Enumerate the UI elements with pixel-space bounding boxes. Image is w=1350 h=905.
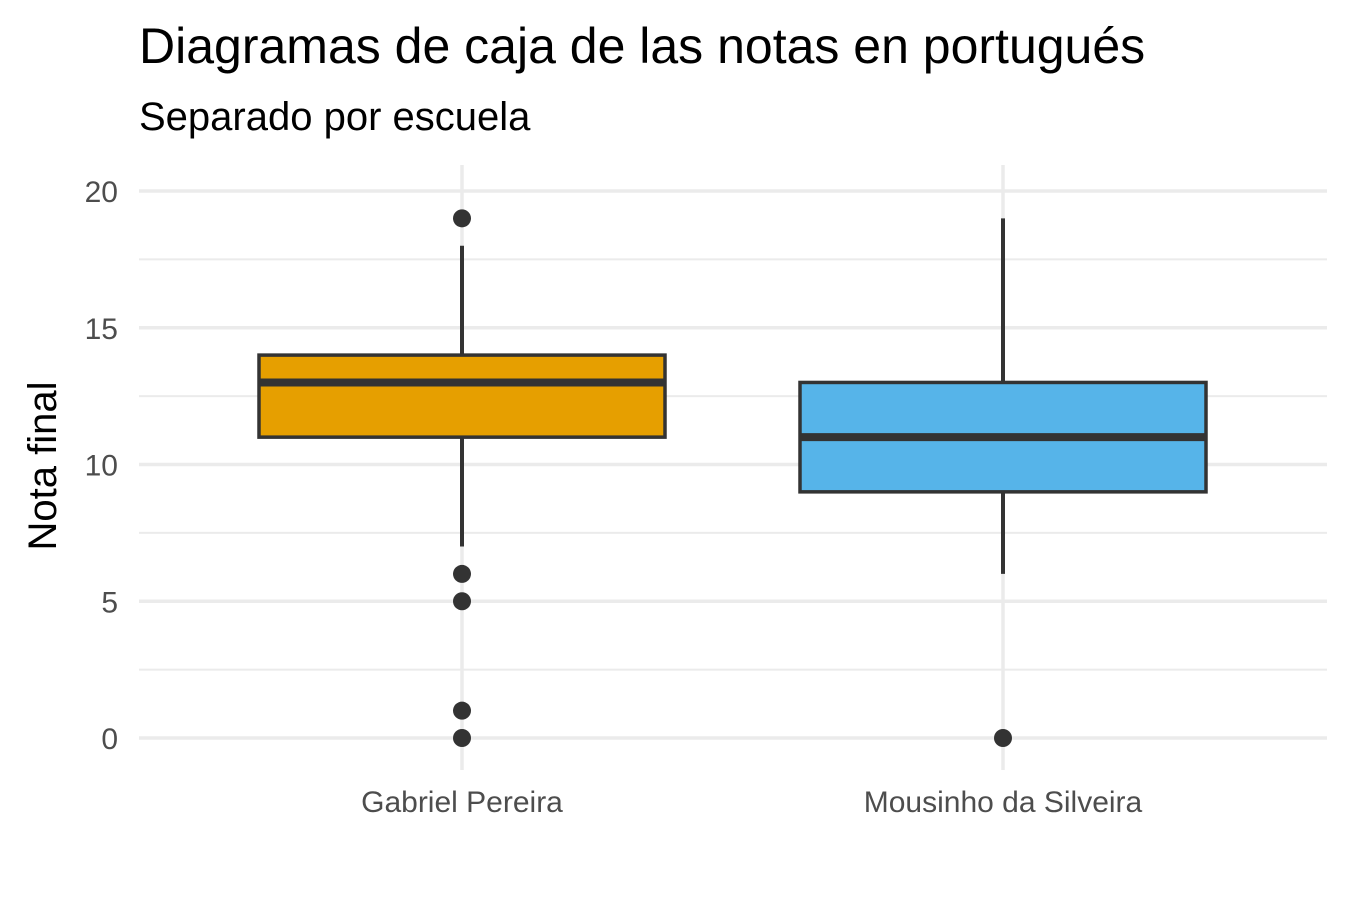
outlier-point [453,701,471,720]
outlier-point [453,592,471,611]
y-tick-label: 10 [85,450,118,483]
outlier-point [994,729,1012,747]
chart-title: Diagramas de caja de las notas en portug… [139,18,1145,74]
x-tick-label: Gabriel Pereira [361,786,563,819]
outlier-point [453,564,471,583]
y-tick-label: 20 [85,176,118,209]
outlier-point [453,209,471,228]
x-tick-label: Mousinho da Silveira [864,786,1143,819]
box-iqr [257,353,667,439]
axis-tick-labels: 0 5 10 15 20 Gabriel Pereira Mousinho da Silve… [85,176,1143,819]
y-tick-label: 0 [101,723,118,756]
boxes [257,209,1208,747]
outlier-point [453,729,471,747]
box-group [257,209,667,747]
chart-subtitle: Separado por escuela [139,95,531,139]
y-tick-label: 15 [85,313,118,346]
box-group [798,218,1208,747]
y-axis-label: Nota final [21,382,65,551]
y-tick-label: 5 [101,586,118,619]
